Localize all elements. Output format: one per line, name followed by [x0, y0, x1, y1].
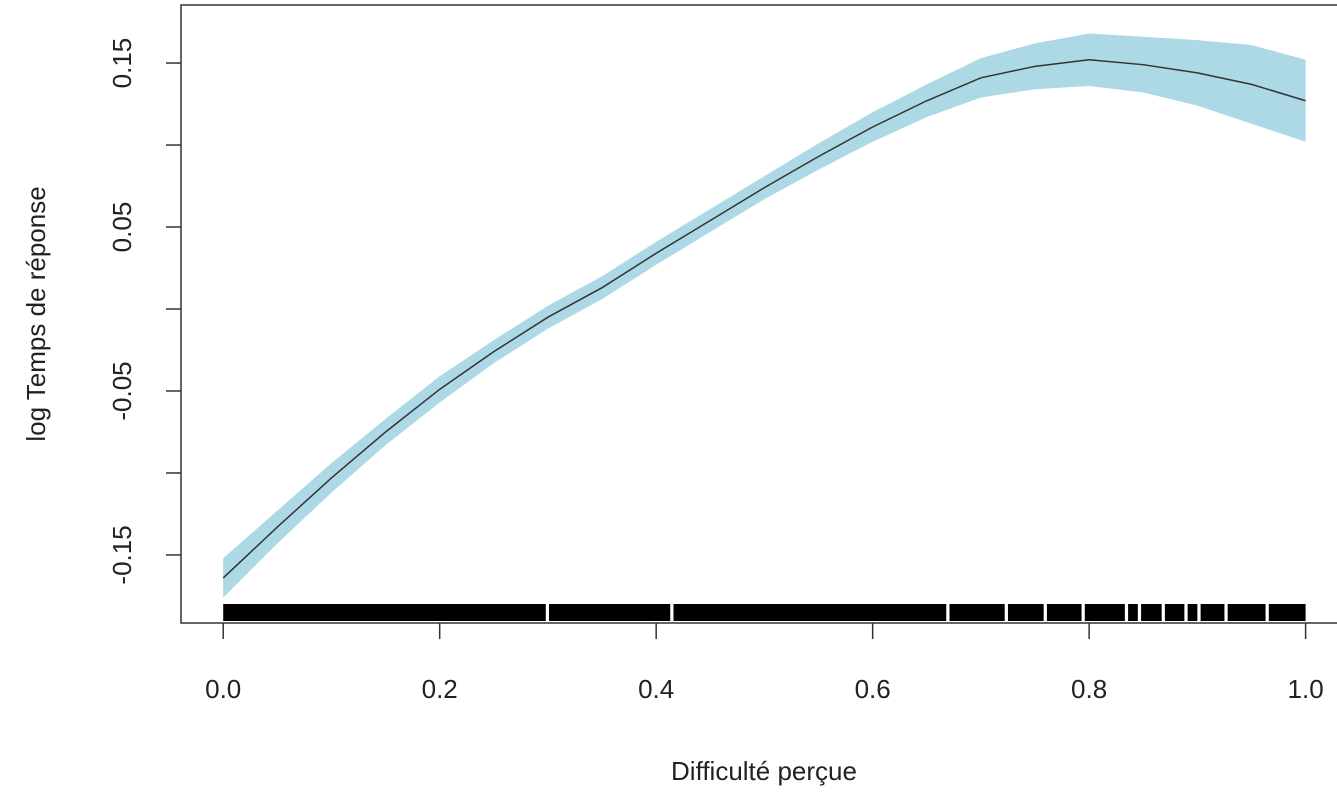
rug — [1046, 604, 1082, 621]
fit-line — [222, 59, 1306, 579]
rug — [1084, 604, 1125, 621]
rug — [1128, 604, 1138, 621]
rug — [223, 604, 546, 621]
rug — [949, 604, 1005, 621]
rug — [1141, 604, 1162, 621]
rug — [1200, 604, 1225, 621]
rug — [549, 604, 671, 621]
x-tick-label: 0.0 — [205, 674, 241, 704]
y-tick-label: -0.05 — [107, 361, 137, 420]
y-tick-label: 0.05 — [107, 202, 137, 253]
rug — [1268, 604, 1306, 621]
plot-frame — [180, 4, 1337, 624]
x-tick-label: 0.2 — [422, 674, 458, 704]
y-tick-label: -0.15 — [107, 525, 137, 584]
rug — [1227, 604, 1266, 621]
x-tick-label: 0.4 — [638, 674, 674, 704]
confidence-band — [223, 33, 1306, 598]
x-tick-label: 0.6 — [855, 674, 891, 704]
y-axis-title: log Temps de réponse — [21, 186, 51, 441]
rug — [673, 604, 947, 621]
rug — [1187, 604, 1198, 621]
x-axis-title: Difficulté perçue — [671, 756, 857, 786]
y-tick-label: 0.15 — [107, 38, 137, 89]
rug — [1164, 604, 1185, 621]
x-tick-label: 0.8 — [1071, 674, 1107, 704]
x-tick-label: 1.0 — [1288, 674, 1324, 704]
rug — [1007, 604, 1044, 621]
